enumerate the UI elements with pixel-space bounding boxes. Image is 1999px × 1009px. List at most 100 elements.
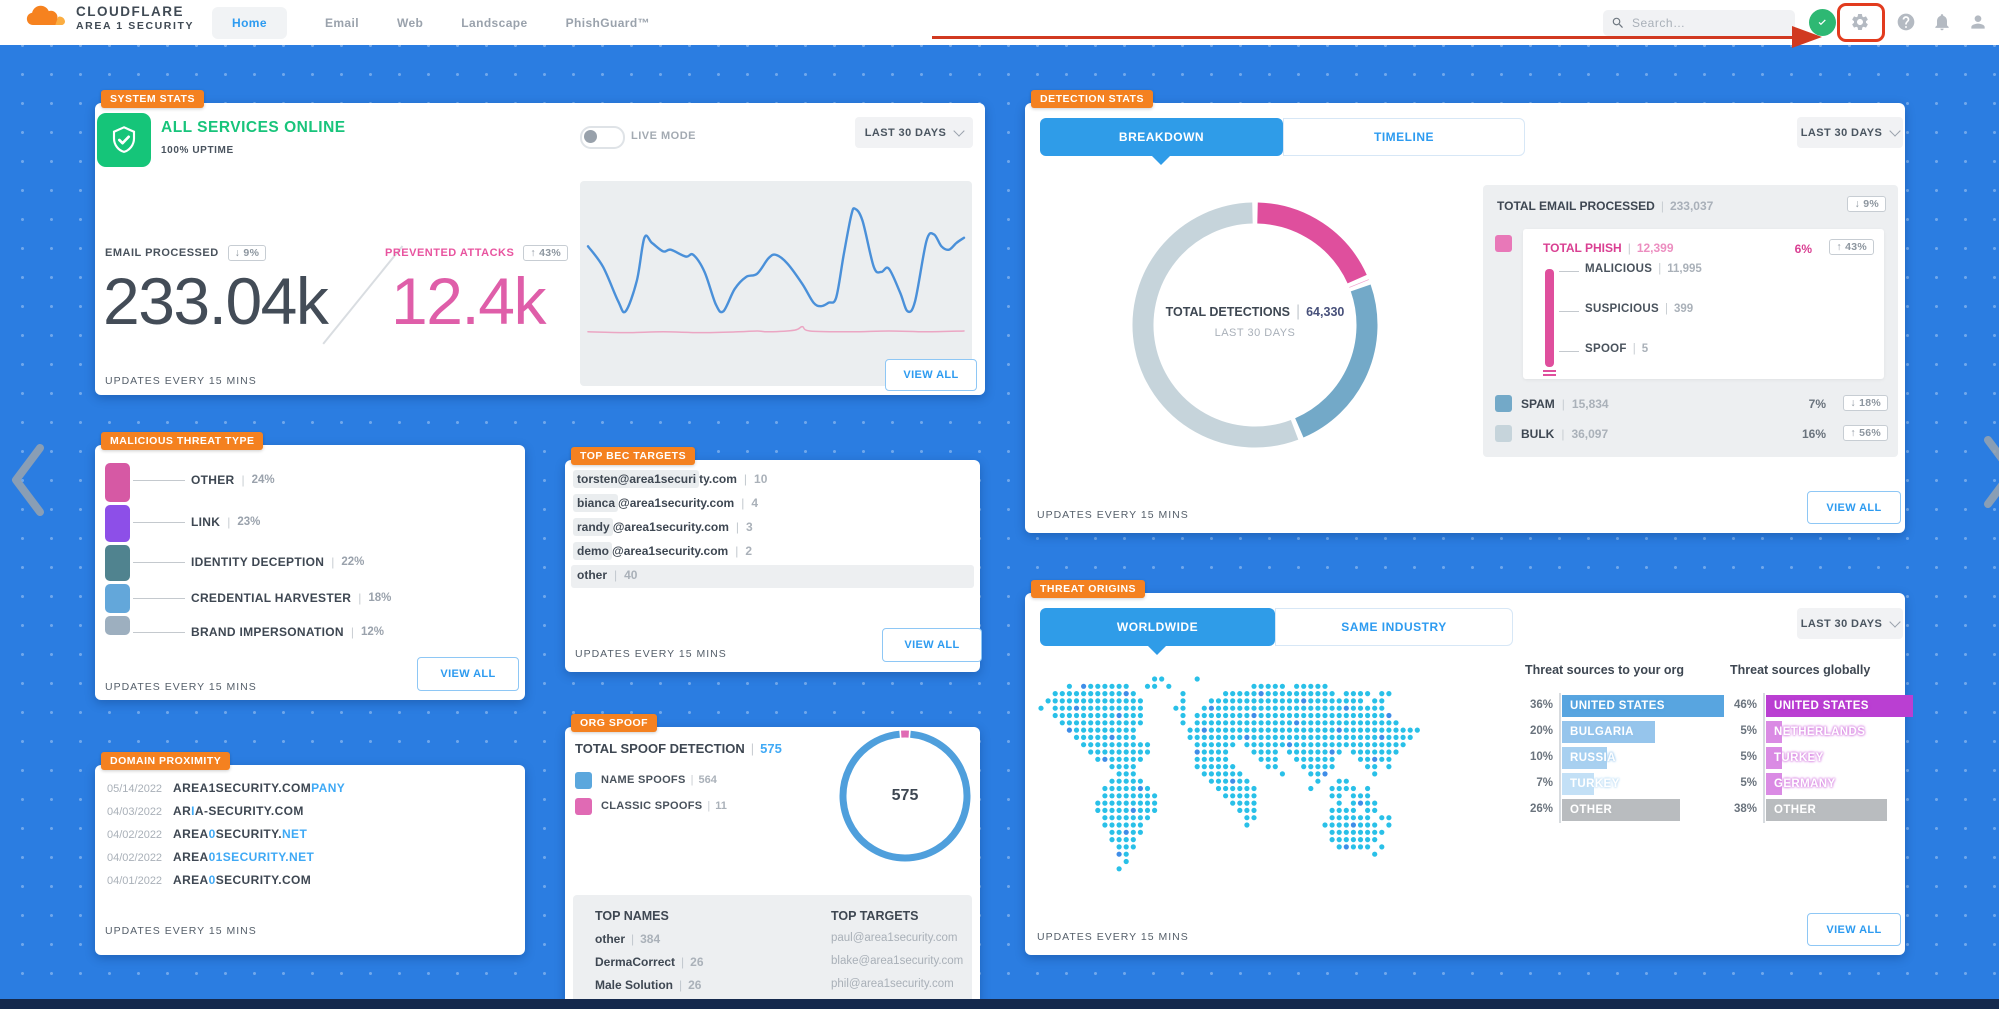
donut-segment-spam[interactable] xyxy=(1294,284,1378,438)
domain-row[interactable]: 04/03/2022 ARIA-SECURITY.COM xyxy=(107,804,304,818)
tab-worldwide[interactable]: WORLDWIDE xyxy=(1040,608,1275,646)
origin-bar-united-states[interactable]: UNITED STATES xyxy=(1562,695,1724,717)
map-dot xyxy=(1386,691,1392,697)
nav-item-landscape[interactable]: Landscape xyxy=(461,15,528,30)
map-dot xyxy=(1272,764,1278,770)
prevented-attacks-delta-badge: ↑ 43% xyxy=(523,245,568,261)
domain-row[interactable]: 04/01/2022 AREA0SECURITY.COM xyxy=(107,873,311,887)
bec-row[interactable]: bianca @area1security.com | 4 xyxy=(573,494,758,512)
map-dot xyxy=(1329,698,1335,704)
origin-bar-united-states[interactable]: UNITED STATES xyxy=(1766,695,1913,717)
threat-type-pct: 24% xyxy=(251,474,275,486)
bec-row-other-bg[interactable]: other | 40 xyxy=(571,565,974,588)
origin-bar-germany[interactable]: GERMANY xyxy=(1766,773,1835,795)
map-dot xyxy=(1223,705,1229,711)
range-dropdown[interactable]: LAST 30 DAYS xyxy=(855,117,973,148)
view-all-button[interactable]: VIEW ALL xyxy=(1807,913,1901,946)
origin-bar-label: UNITED STATES xyxy=(1570,700,1665,712)
map-dot xyxy=(1230,778,1236,784)
top-name: Male Solution xyxy=(595,978,673,992)
map-dot xyxy=(1329,727,1335,733)
map-dot xyxy=(1088,698,1094,704)
origin-bar-russia[interactable]: RUSSIA xyxy=(1562,747,1615,769)
range-dropdown[interactable]: LAST 30 DAYS xyxy=(1797,608,1903,639)
map-dot xyxy=(1073,698,1080,704)
view-all-button[interactable]: VIEW ALL xyxy=(885,359,977,391)
map-dot xyxy=(1343,727,1349,733)
view-all-button[interactable]: VIEW ALL xyxy=(1807,491,1901,524)
pipe: | xyxy=(1561,427,1565,441)
nav-item-web[interactable]: Web xyxy=(396,15,424,30)
nav-item-home[interactable]: Home xyxy=(212,6,287,39)
carousel-next-chevron[interactable] xyxy=(1978,432,1999,512)
map-dot xyxy=(1286,742,1293,748)
donut-segment-total-phish-malicious-[interactable] xyxy=(1257,202,1367,284)
nav-item-email[interactable]: Email xyxy=(324,15,359,30)
domain-row[interactable]: 04/02/2022 AREA01SECURITY.NET xyxy=(107,850,314,864)
origin-bar-other[interactable]: OTHER xyxy=(1562,799,1680,821)
origin-bar-netherlands[interactable]: NETHERLANDS xyxy=(1766,721,1865,743)
domain-name: AREA1SECURITY.COMPANY xyxy=(173,781,345,795)
origin-bar-other[interactable]: OTHER xyxy=(1766,799,1887,821)
origin-bar-bulgaria[interactable]: BULGARIA xyxy=(1562,721,1655,743)
map-dot xyxy=(1336,698,1342,704)
map-dot xyxy=(1130,837,1136,843)
prevented-attacks-label-row: PREVENTED ATTACKS ↑ 43% xyxy=(385,245,568,261)
map-dot xyxy=(1208,712,1214,719)
live-mode-toggle[interactable] xyxy=(580,126,625,149)
domain-row[interactable]: 04/02/2022 AREA0SECURITY.NET xyxy=(107,827,307,841)
map-dot xyxy=(1095,807,1101,813)
bec-row[interactable]: randy @area1security.com | 3 xyxy=(573,518,753,536)
map-dot xyxy=(1230,720,1236,726)
threat-type-segment-0 xyxy=(105,463,130,502)
brand-logo[interactable]: CLOUDFLARE AREA 1 SECURITY xyxy=(26,3,194,33)
view-all-button[interactable]: VIEW ALL xyxy=(882,628,982,662)
origin-bar-turkey[interactable]: TURKEY xyxy=(1562,773,1619,795)
bulk-delta-badge: ↑ 56% xyxy=(1843,425,1888,441)
map-dot xyxy=(1315,764,1321,770)
map-dot xyxy=(1109,756,1115,762)
range-label: LAST 30 DAYS xyxy=(1800,617,1883,630)
user-account-icon[interactable] xyxy=(1968,12,1988,32)
tab-same-industry[interactable]: SAME INDUSTRY xyxy=(1275,608,1513,646)
top-names-list: other | 384 DermaCorrect | 26 Male Solution | 26 xyxy=(573,895,972,1007)
search-input[interactable]: Search… xyxy=(1603,10,1795,36)
trend-line-email-processed xyxy=(586,207,966,314)
map-dot xyxy=(1386,756,1392,762)
notifications-bell-icon[interactable] xyxy=(1932,12,1952,32)
map-dot xyxy=(1137,749,1143,755)
help-icon[interactable] xyxy=(1896,12,1916,32)
settings-gear-icon[interactable] xyxy=(1850,12,1870,32)
map-dot xyxy=(1365,807,1371,813)
map-dot xyxy=(1251,712,1257,719)
map-dot xyxy=(1329,720,1335,726)
view-all-button[interactable]: VIEW ALL xyxy=(417,657,519,691)
map-dot xyxy=(1230,712,1236,719)
map-dot xyxy=(1223,734,1229,740)
map-dot xyxy=(1081,712,1087,719)
bec-row[interactable]: torsten@area1securi ty.com | 10 xyxy=(573,470,767,488)
tab-breakdown[interactable]: BREAKDOWN xyxy=(1040,118,1283,156)
bec-row[interactable]: demo @area1security.com | 2 xyxy=(573,542,752,560)
range-dropdown[interactable]: LAST 30 DAYS xyxy=(1797,117,1903,148)
map-dot xyxy=(1130,800,1136,806)
carousel-prev-chevron[interactable] xyxy=(6,440,50,520)
top-bec-targets-card: TOP BEC TARGETS torsten@area1securi ty.co… xyxy=(565,447,982,672)
map-dot xyxy=(1237,727,1243,733)
nav-item-phishguard[interactable]: PhishGuard™ xyxy=(565,15,651,30)
domain-row[interactable]: 05/14/2022 AREA1SECURITY.COMPANY xyxy=(107,781,345,795)
map-dot xyxy=(1102,807,1108,813)
map-dot xyxy=(1329,837,1335,843)
map-dot xyxy=(1159,676,1165,682)
map-dot xyxy=(1130,829,1136,835)
donut-segment-bulk[interactable] xyxy=(1132,202,1299,448)
map-dot xyxy=(1294,705,1300,711)
map-dot xyxy=(1336,727,1342,733)
map-dot xyxy=(1272,698,1278,704)
map-dot xyxy=(1237,705,1243,711)
map-dot xyxy=(1059,720,1065,726)
origin-bar-turkey[interactable]: TURKEY xyxy=(1766,747,1823,769)
map-dot xyxy=(1258,691,1264,697)
map-dot xyxy=(1137,705,1143,711)
tab-timeline[interactable]: TIMELINE xyxy=(1283,118,1525,156)
